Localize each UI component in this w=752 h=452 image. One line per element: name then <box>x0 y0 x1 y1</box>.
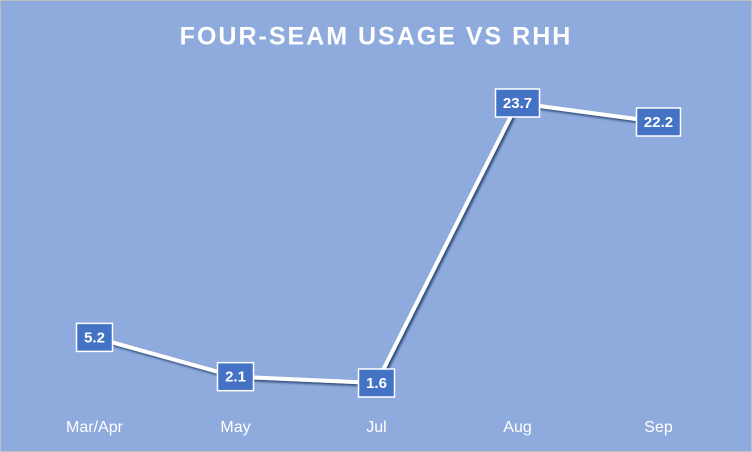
data-label-text: 1.6 <box>366 375 387 392</box>
data-label-box <box>357 368 396 398</box>
data-label: 23.7 <box>494 88 541 118</box>
data-label: 2.1 <box>216 361 255 392</box>
x-tick-label: Sep <box>644 419 673 436</box>
x-tick-label: Aug <box>503 419 531 436</box>
x-tick-label: May <box>220 419 250 436</box>
x-tick-label: Mar/Apr <box>66 419 124 436</box>
data-label-box <box>635 107 682 137</box>
data-label: 22.2 <box>635 107 682 137</box>
data-label-text: 2.1 <box>225 369 246 386</box>
data-label-box <box>216 361 255 392</box>
data-label-text: 5.2 <box>84 329 105 346</box>
data-label-box <box>75 322 114 353</box>
x-tick-label: Jul <box>366 419 386 436</box>
data-label: 1.6 <box>357 368 396 398</box>
data-label: 5.2 <box>75 322 114 353</box>
data-label-text: 23.7 <box>503 95 532 112</box>
data-label-box <box>494 88 541 118</box>
data-label-text: 22.2 <box>644 114 673 131</box>
chart-title: FOUR-SEAM USAGE VS RHH <box>180 23 573 51</box>
